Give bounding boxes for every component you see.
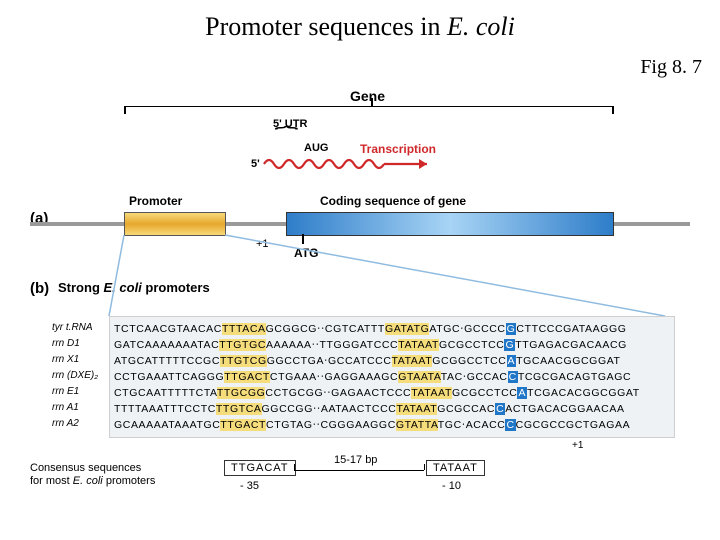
consensus-caption: Consensus sequences for most E. coli pro… — [30, 462, 155, 488]
spacer-line — [294, 470, 424, 471]
seq-row: TCTCAACGTAACACTTTACAGCGGCG‧‧CGTCATTTGATA… — [114, 321, 670, 337]
row-label-3: rrn (DXE)₂ — [52, 368, 98, 384]
box-35: TTGACAT — [224, 460, 296, 476]
m35-label: - 35 — [240, 480, 259, 492]
box-10: TATAAT — [426, 460, 485, 476]
seq-row: GATCAAAAAAATACTTGTGCAAAAAA‧‧TTGGGATCCCTA… — [114, 337, 670, 353]
seq-row: ATGCATTTTTCCGCTTGTCGGGCCTGA‧GCCATCCCTATA… — [114, 353, 670, 369]
row-labels: tyr t.RNA rrn D1 rrn X1 rrn (DXE)₂ rrn E… — [52, 320, 98, 432]
seq-row: CTGCAATTTTTCTATTGCGGCCTGCGG‧‧GAGAACTCCCT… — [114, 385, 670, 401]
seq-row: CCTGAAATTCAGGGTTGACTCTGAAA‧‧GAGGAAAGCGTA… — [114, 369, 670, 385]
row-label-5: rrn A1 — [52, 400, 98, 416]
sequence-table: TCTCAACGTAACACTTTACAGCGGCG‧‧CGTCATTTGATA… — [109, 316, 675, 438]
spacer-tick-r — [424, 464, 425, 470]
spacer-label: 15-17 bp — [334, 454, 377, 466]
consensus-line2: for most E. coli promoters — [30, 475, 155, 488]
row-label-0: tyr t.RNA — [52, 320, 98, 336]
m10-label: - 10 — [442, 480, 461, 492]
row-label-4: rrn E1 — [52, 384, 98, 400]
row-label-2: rrn X1 — [52, 352, 98, 368]
row-label-1: rrn D1 — [52, 336, 98, 352]
seq-row: GCAAAAATAAATGCTTGACTCTGTAG‧‧CGGGAAGGCGTA… — [114, 417, 670, 433]
consensus-line1: Consensus sequences — [30, 462, 155, 475]
spacer-tick-l — [294, 464, 295, 470]
row-label-6: rrn A2 — [52, 416, 98, 432]
seq-row: TTTTAAATTTCCTCTTGTCAGGCCGG‧‧AATAACTCCCTA… — [114, 401, 670, 417]
plus1-b-label: +1 — [572, 440, 583, 451]
